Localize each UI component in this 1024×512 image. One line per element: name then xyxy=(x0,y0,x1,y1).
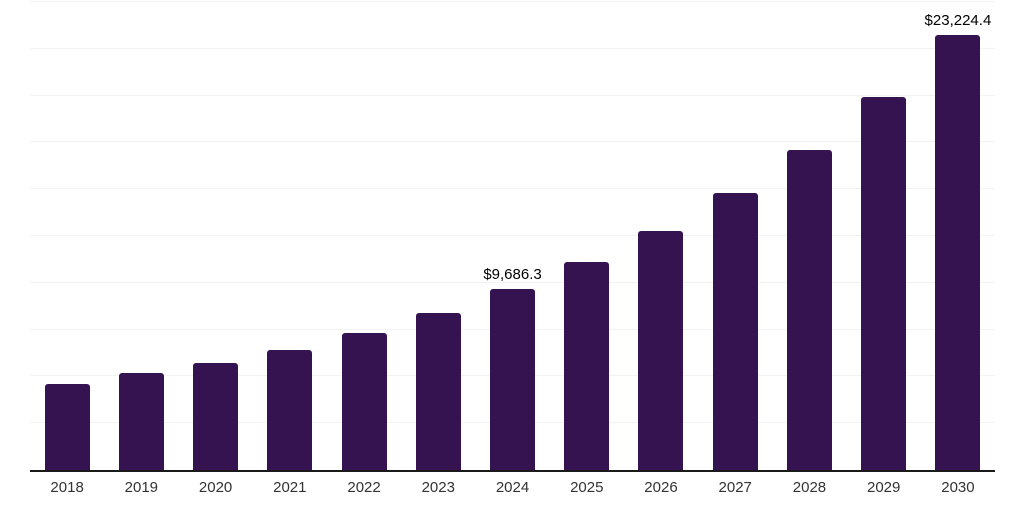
bar-slot xyxy=(550,2,624,470)
bar-slot xyxy=(624,2,698,470)
x-tick-label-2021: 2021 xyxy=(273,479,307,496)
bar-slot: $9,686.3 xyxy=(475,2,549,470)
bar-2018 xyxy=(44,383,90,470)
bar-value-label-2030: $23,224.4 xyxy=(924,12,992,30)
bar-slot xyxy=(30,2,104,470)
plot-area: $9,686.3 $23,224.4 xyxy=(30,1,995,472)
bar-2025 xyxy=(564,262,610,470)
x-tick-label-2018: 2018 xyxy=(50,479,84,496)
x-tick-label-2029: 2029 xyxy=(867,479,901,496)
x-axis-labels: 2018 2019 2020 2021 2022 2023 2024 2025 2026 2027… xyxy=(30,479,995,496)
bar-2030 xyxy=(935,35,981,470)
bar-2022 xyxy=(341,332,387,470)
bar-slot xyxy=(104,2,178,470)
bar-2019 xyxy=(118,373,164,470)
gridline xyxy=(30,281,995,283)
x-tick-label-2030: 2030 xyxy=(941,479,975,496)
gridline xyxy=(30,235,995,236)
bar-value-label-2024: $9,686.3 xyxy=(483,265,542,283)
bar-2026 xyxy=(638,231,684,470)
bar-2028 xyxy=(786,149,832,470)
bar-slot xyxy=(847,2,921,470)
x-tick-label-2019: 2019 xyxy=(124,479,159,496)
bar-2029 xyxy=(861,97,907,470)
bar-slot: $23,224.4 xyxy=(921,2,995,470)
x-tick-label-2028: 2028 xyxy=(792,479,827,496)
bar-slot xyxy=(253,2,327,470)
gridline xyxy=(30,94,995,96)
bar-slot xyxy=(178,2,252,470)
gridline xyxy=(30,141,995,143)
x-tick-label-2025: 2025 xyxy=(570,479,604,496)
bar-slot xyxy=(698,2,772,470)
bar-2023 xyxy=(415,312,461,470)
bar-slot xyxy=(327,2,401,470)
x-tick-label-2024: 2024 xyxy=(495,479,530,496)
x-tick-label-2020: 2020 xyxy=(198,479,233,496)
x-tick-label-2023: 2023 xyxy=(421,479,455,496)
bar-2027 xyxy=(712,193,758,470)
bars: $9,686.3 $23,224.4 xyxy=(30,2,995,470)
bar-slot xyxy=(401,2,475,470)
bar-2024 xyxy=(490,288,536,470)
gridline xyxy=(30,188,995,190)
bar-2021 xyxy=(267,349,313,470)
x-tick-label-2027: 2027 xyxy=(718,479,752,496)
gridline xyxy=(30,1,995,2)
gridline xyxy=(30,47,995,49)
x-tick-label-2026: 2026 xyxy=(644,479,678,496)
bar-slot xyxy=(772,2,846,470)
bar-2020 xyxy=(193,362,239,470)
x-tick-label-2022: 2022 xyxy=(347,479,381,496)
